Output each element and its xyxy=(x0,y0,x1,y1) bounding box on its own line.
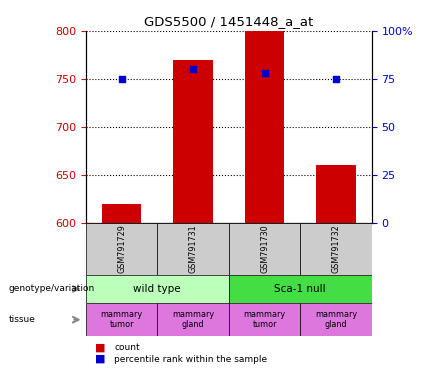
Text: mammary
tumor: mammary tumor xyxy=(243,310,286,329)
Bar xyxy=(86,223,158,275)
Text: GSM791730: GSM791730 xyxy=(260,224,269,273)
Bar xyxy=(173,60,213,223)
Text: ■: ■ xyxy=(95,354,105,364)
Bar xyxy=(316,165,356,223)
Text: mammary
tumor: mammary tumor xyxy=(100,310,143,329)
Text: tissue: tissue xyxy=(9,315,36,324)
Bar xyxy=(229,223,300,275)
Point xyxy=(118,76,125,82)
Text: percentile rank within the sample: percentile rank within the sample xyxy=(114,354,268,364)
Text: GSM791732: GSM791732 xyxy=(332,224,341,273)
Bar xyxy=(158,223,229,275)
Bar xyxy=(229,275,372,303)
Bar xyxy=(158,303,229,336)
Text: GSM791731: GSM791731 xyxy=(189,224,198,273)
Title: GDS5500 / 1451448_a_at: GDS5500 / 1451448_a_at xyxy=(144,15,313,28)
Bar xyxy=(229,303,300,336)
Bar xyxy=(300,223,372,275)
Bar xyxy=(86,275,229,303)
Text: GSM791729: GSM791729 xyxy=(117,224,126,273)
Point xyxy=(333,76,340,82)
Text: mammary
gland: mammary gland xyxy=(315,310,357,329)
Bar xyxy=(300,303,372,336)
Text: ■: ■ xyxy=(95,343,105,353)
Bar xyxy=(102,204,141,223)
Bar xyxy=(245,31,284,223)
Text: count: count xyxy=(114,343,140,352)
Text: genotype/variation: genotype/variation xyxy=(9,285,95,293)
Text: Sca-1 null: Sca-1 null xyxy=(275,284,326,294)
Text: wild type: wild type xyxy=(133,284,181,294)
Text: mammary
gland: mammary gland xyxy=(172,310,214,329)
Point xyxy=(261,70,268,76)
Bar xyxy=(86,303,158,336)
Point xyxy=(190,66,197,72)
